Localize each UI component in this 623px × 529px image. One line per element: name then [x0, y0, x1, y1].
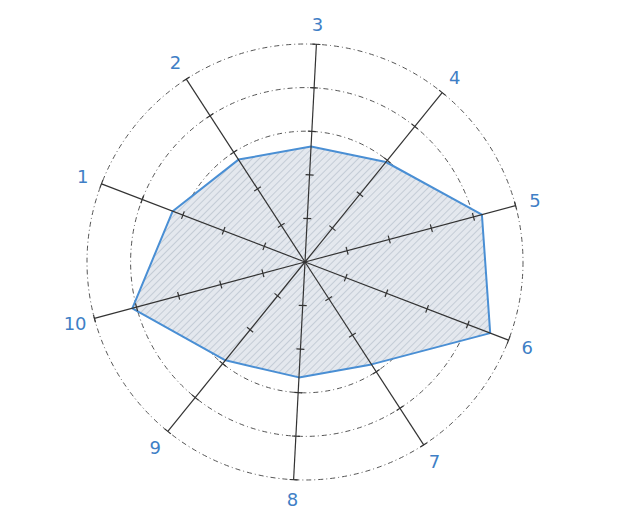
- axis-tick: [192, 395, 198, 400]
- axis-tick: [385, 290, 388, 298]
- axis-tick: [178, 292, 180, 300]
- axis-tick: [207, 114, 214, 118]
- axis-tick: [466, 321, 469, 328]
- axis-label: 3: [312, 14, 323, 35]
- axis-label: 4: [449, 67, 460, 88]
- axis-tick: [136, 303, 138, 311]
- axis-tick: [296, 348, 304, 350]
- axis-tick: [344, 274, 347, 282]
- axis-tick: [430, 224, 432, 232]
- axis-line: [186, 79, 305, 262]
- grid-circle: [87, 44, 523, 480]
- axis-tick: [141, 196, 144, 203]
- axis-tick: [182, 211, 185, 219]
- axis-tick: [308, 131, 316, 133]
- axis-tick: [299, 305, 307, 307]
- axis-tick: [329, 226, 335, 231]
- axis-tick: [439, 90, 445, 95]
- axis-tick: [222, 227, 225, 235]
- data-group: [132, 147, 490, 378]
- axis-line: [305, 262, 424, 445]
- axis-tick: [278, 223, 285, 227]
- axis-line: [102, 184, 306, 262]
- axis-line: [305, 44, 316, 262]
- axis-tick: [220, 281, 222, 289]
- axis-line: [305, 93, 442, 262]
- axis-tick: [292, 435, 300, 437]
- axis-tick: [254, 187, 261, 191]
- axis-tick: [388, 236, 390, 244]
- axis-label: 1: [77, 166, 88, 187]
- axis-label: 9: [149, 437, 160, 458]
- axis-tick: [349, 333, 356, 337]
- axis-label: 2: [170, 52, 181, 73]
- axis-tick: [507, 336, 510, 344]
- axis-label: 6: [521, 337, 532, 358]
- axis-line: [294, 262, 305, 480]
- axis-tick: [303, 218, 311, 220]
- axis-label: 7: [429, 451, 440, 472]
- axis-tick: [247, 327, 253, 332]
- axis-tick: [515, 202, 517, 210]
- axis-tick: [384, 158, 390, 163]
- axis-tick: [220, 361, 226, 366]
- axis-label: 8: [287, 489, 298, 510]
- axis-tick: [165, 429, 171, 434]
- axis-tick: [397, 406, 404, 410]
- axis-tick: [100, 180, 103, 188]
- axis-tick: [346, 247, 348, 255]
- axis-tick: [263, 243, 266, 251]
- axis-tick: [275, 293, 281, 298]
- axis-tick: [472, 213, 474, 221]
- axis-label: 5: [529, 190, 540, 211]
- axis-tick: [412, 124, 418, 129]
- axis-tick: [290, 479, 298, 481]
- axis-tick: [426, 305, 429, 313]
- axis-label: 10: [64, 313, 87, 334]
- axis-tick: [262, 269, 264, 277]
- axis-tick: [420, 443, 427, 447]
- axis-tick: [294, 392, 302, 394]
- axis-line: [305, 262, 509, 340]
- radar-area: [132, 147, 490, 378]
- axis-line: [305, 206, 516, 262]
- axis-tick: [357, 192, 363, 197]
- axis-tick: [312, 43, 320, 45]
- axis-tick: [306, 174, 314, 176]
- axis-line: [168, 262, 305, 431]
- axis-tick: [183, 77, 190, 81]
- axis-tick: [310, 87, 318, 89]
- axis-line: [94, 262, 305, 318]
- axis-tick: [93, 315, 95, 323]
- axis-tick: [373, 370, 380, 374]
- axis-tick: [230, 150, 237, 154]
- axis-tick: [325, 296, 332, 300]
- chart: 1 2 3 4 5 6 7 8 9 10: [0, 0, 623, 529]
